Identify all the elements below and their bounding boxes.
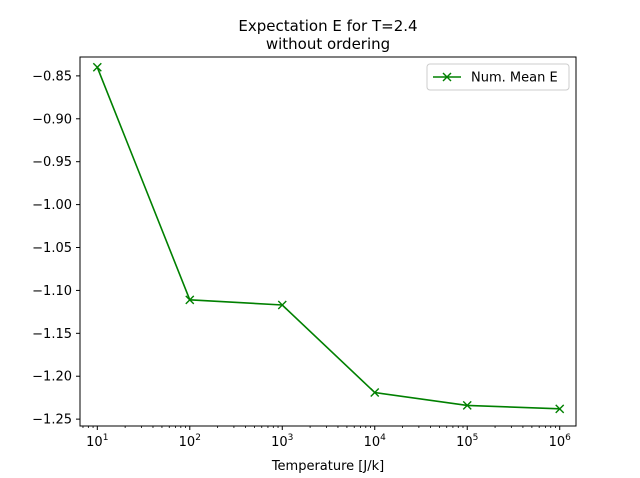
series-line	[96, 67, 560, 410]
y-tick-label: −1.10	[32, 284, 72, 299]
y-tick-label: −1.15	[32, 327, 72, 342]
x-axis-label: Temperature [J/k]	[271, 459, 384, 474]
x-tick-label: 105	[456, 433, 478, 450]
y-tick-label: −0.90	[32, 112, 72, 127]
x-tick-label: 101	[86, 433, 108, 450]
data-point-marker	[370, 388, 380, 398]
data-point-marker	[277, 300, 287, 310]
chart-title-line: without ordering	[266, 35, 390, 53]
legend-box	[426, 63, 570, 91]
y-tick-label: −1.25	[32, 413, 72, 428]
legend-marker	[442, 72, 452, 82]
series-layer	[92, 62, 565, 414]
chart-title-line: Expectation E for T=2.4	[238, 17, 417, 35]
x-tick-label: 102	[179, 433, 201, 450]
y-tick-label: −1.05	[32, 241, 72, 256]
data-point-marker	[92, 62, 102, 72]
x-tick-label: 103	[271, 433, 293, 450]
y-tick-label: −1.20	[32, 370, 72, 385]
y-tick-label: −0.85	[32, 69, 72, 84]
x-tick-label: 106	[549, 433, 572, 450]
data-point-marker	[185, 295, 195, 305]
plot-area-frame	[79, 56, 577, 427]
legend: Num. Mean E	[426, 63, 570, 91]
y-tick-label: −1.00	[32, 198, 72, 213]
x-tick-label: 104	[364, 433, 387, 450]
data-point-marker	[555, 404, 565, 414]
x-axis: 101 102 103 104 105 106	[82, 426, 572, 450]
y-axis: −0.85 −0.90 −0.95 −1.00 −1.05 −1.10 −1.15 −1.20…	[32, 69, 80, 428]
legend-label: Num. Mean E	[471, 71, 558, 86]
y-tick-label: −0.95	[32, 155, 72, 170]
data-point-marker	[462, 400, 472, 410]
